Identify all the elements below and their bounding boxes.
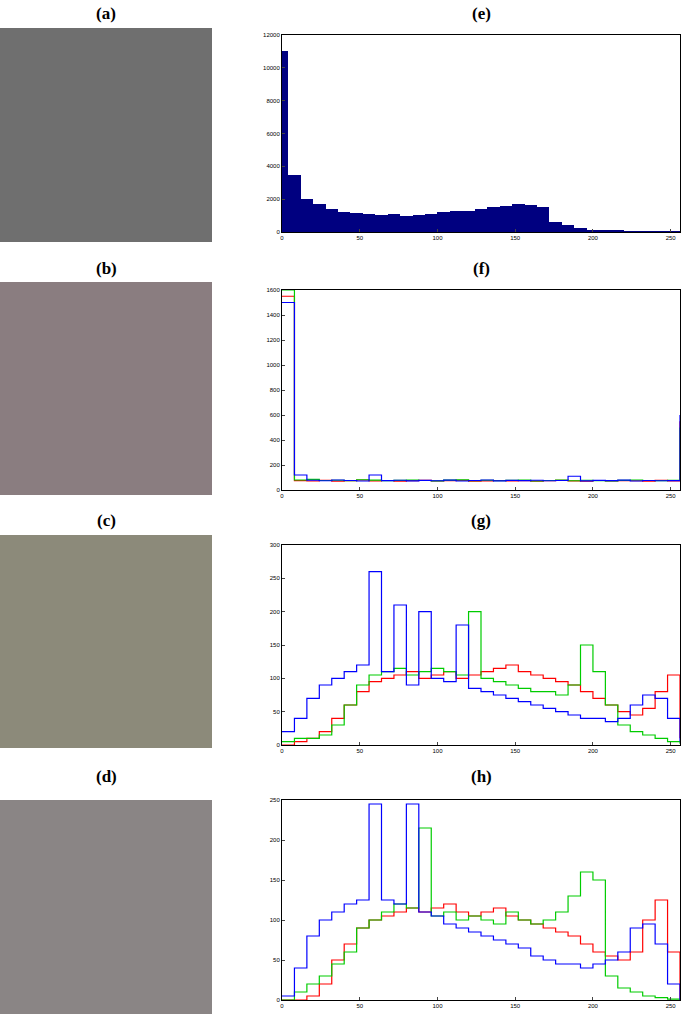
svg-text:50: 50	[356, 493, 363, 499]
svg-text:200: 200	[270, 462, 281, 468]
svg-text:200: 200	[588, 748, 599, 754]
svg-text:200: 200	[588, 235, 599, 241]
svg-text:150: 150	[510, 748, 521, 754]
svg-text:0: 0	[280, 493, 284, 499]
svg-text:50: 50	[273, 709, 280, 715]
svg-text:50: 50	[356, 748, 363, 754]
svg-text:100: 100	[432, 748, 443, 754]
svg-text:(h): (h)	[471, 767, 492, 786]
svg-text:4000: 4000	[266, 163, 280, 169]
svg-text:0: 0	[276, 229, 280, 235]
svg-text:0: 0	[276, 997, 280, 1003]
svg-text:600: 600	[270, 412, 281, 418]
svg-text:(d): (d)	[96, 767, 117, 786]
svg-text:1000: 1000	[266, 362, 280, 368]
svg-text:150: 150	[510, 493, 521, 499]
svg-text:(g): (g)	[471, 511, 491, 530]
svg-text:800: 800	[270, 387, 281, 393]
svg-text:150: 150	[270, 642, 281, 648]
svg-text:0: 0	[280, 1003, 284, 1009]
svg-text:1400: 1400	[266, 312, 280, 318]
svg-text:0: 0	[276, 742, 280, 748]
svg-text:100: 100	[432, 235, 443, 241]
svg-text:0: 0	[280, 748, 284, 754]
svg-text:(f): (f)	[473, 259, 490, 278]
svg-text:100: 100	[432, 1003, 443, 1009]
svg-text:100: 100	[432, 493, 443, 499]
svg-text:50: 50	[356, 235, 363, 241]
svg-text:(c): (c)	[97, 511, 116, 530]
svg-text:(e): (e)	[472, 4, 491, 23]
svg-text:250: 250	[666, 1003, 677, 1009]
svg-text:0: 0	[276, 487, 280, 493]
svg-text:250: 250	[666, 748, 677, 754]
svg-text:(a): (a)	[96, 4, 116, 23]
svg-text:(b): (b)	[96, 259, 117, 278]
svg-text:0: 0	[280, 235, 284, 241]
svg-text:250: 250	[666, 493, 677, 499]
svg-text:200: 200	[270, 609, 281, 615]
svg-text:200: 200	[588, 1003, 599, 1009]
svg-text:10000: 10000	[263, 65, 280, 71]
svg-text:1600: 1600	[266, 287, 280, 293]
svg-text:50: 50	[273, 957, 280, 963]
svg-text:250: 250	[270, 797, 281, 803]
svg-text:100: 100	[270, 675, 281, 681]
svg-text:150: 150	[270, 877, 281, 883]
svg-text:1200: 1200	[266, 337, 280, 343]
svg-text:100: 100	[270, 917, 281, 923]
svg-text:150: 150	[510, 1003, 521, 1009]
svg-text:200: 200	[588, 493, 599, 499]
svg-text:200: 200	[270, 837, 281, 843]
svg-text:250: 250	[270, 575, 281, 581]
svg-text:50: 50	[356, 1003, 363, 1009]
svg-text:6000: 6000	[266, 131, 280, 137]
svg-text:150: 150	[510, 235, 521, 241]
svg-text:300: 300	[270, 542, 281, 548]
svg-text:2000: 2000	[266, 196, 280, 202]
svg-text:8000: 8000	[266, 98, 280, 104]
svg-text:400: 400	[270, 437, 281, 443]
svg-text:12000: 12000	[263, 32, 280, 38]
svg-text:250: 250	[666, 235, 677, 241]
